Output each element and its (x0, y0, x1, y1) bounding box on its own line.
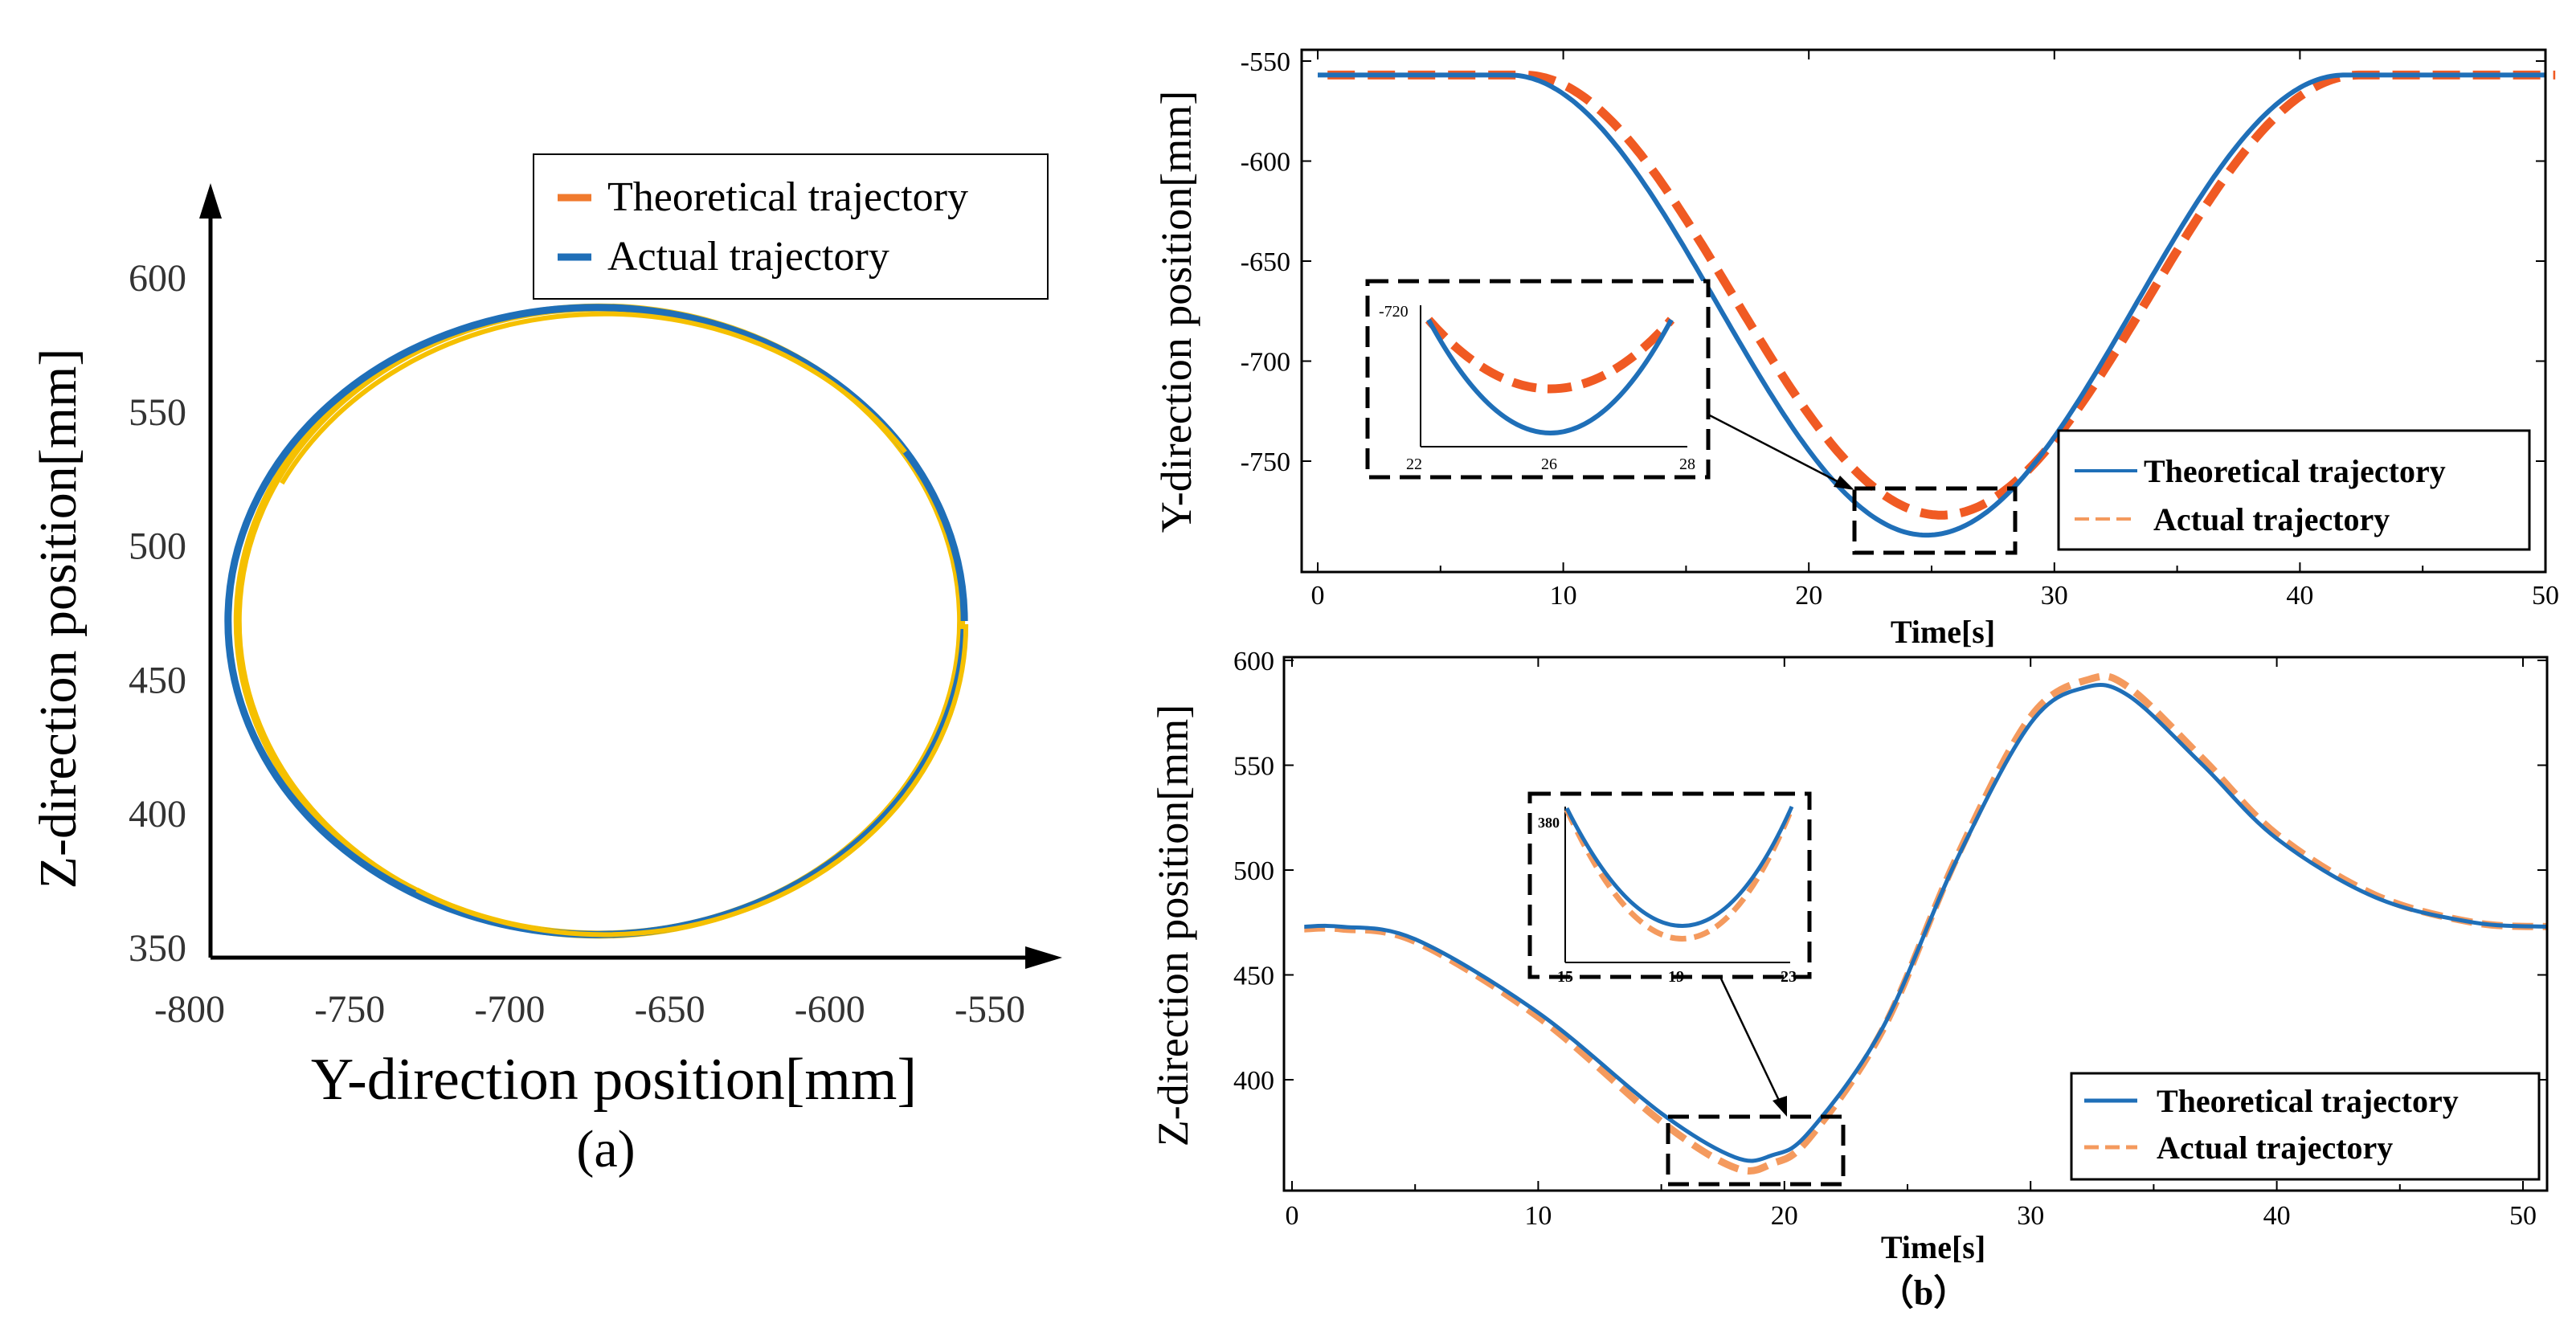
inset-bottom-xtick-0: 15 (1557, 968, 1573, 986)
panel-b-bottom-inset: 380 15 19 23 (1527, 791, 1812, 986)
panel-b-top-axes-box (1300, 48, 2547, 574)
inset-top-xtick-0: 22 (1406, 456, 1422, 473)
panel-b-bottom-xtick: 20 (1771, 1201, 1798, 1231)
series-actual-line (1327, 70, 2556, 520)
panel-b-top-zoom-arrow (1704, 411, 1849, 488)
legend-bt-theoretical-label: Theoretical trajectory (2144, 453, 2446, 489)
panel-b-top-xtick: 30 (2041, 581, 2068, 611)
legend-a-actual-label: Actual trajectory (607, 234, 889, 280)
panel-a-ytick: 350 (129, 927, 186, 970)
panel-a-xlabel: Y-direction position[mm] (311, 1047, 917, 1113)
panel-a-label: (a) (576, 1120, 635, 1179)
panel-a-legend: Theoretical trajectory Actual trajectory (533, 153, 1049, 300)
inset-top-theoretical-curve (1426, 318, 1674, 435)
panel-b-top-ylabel: Y-direction position[mm] (1152, 91, 1200, 533)
panel-a-xtick: -600 (795, 988, 865, 1031)
panel-b-bottom-xtick: 30 (2017, 1201, 2044, 1231)
panel-b-top-legend: Theoretical trajectory Actual trajectory (2057, 429, 2531, 551)
panel-b-top-xtick: 40 (2286, 581, 2313, 611)
panel-b-bottom-zoom-arrow (1718, 974, 1784, 1108)
panel-b-top-xtick: 0 (1311, 581, 1325, 611)
panel-a: -800 -750 -700 -650 -600 -550 350 400 450 500 550… (29, 153, 1062, 1179)
panel-b-bottom-zoom-arrowhead (1773, 1096, 1787, 1117)
panel-b-bottom-xtick: 50 (2509, 1201, 2537, 1231)
panel-a-y-arrowhead (199, 183, 222, 219)
panel-b-top-inset: -720 22 26 28 (1365, 279, 1711, 480)
inset-bottom-xtick-1: 19 (1668, 968, 1684, 986)
panel-b-top-zoom-arrowhead (1834, 476, 1854, 490)
inset-bottom-ytick: 380 (1538, 815, 1560, 831)
panel-b-top-ytick: -600 (1241, 148, 1290, 178)
panel-b-bottom-ytick: 500 (1233, 856, 1274, 886)
panel-a-ytick: 500 (129, 525, 186, 568)
panel-a-ytick: 550 (129, 391, 186, 434)
panel-b-bottom-xtick: 10 (1524, 1201, 1552, 1231)
panel-b-top-xtick: 50 (2532, 581, 2559, 611)
panel-b-bottom-ylabel: Z-direction position[mm] (1149, 705, 1197, 1146)
inset-top-xtick-1: 26 (1541, 456, 1557, 473)
series-theoretical-line (1318, 72, 2545, 538)
panel-b-bottom-xtick: 40 (2263, 1201, 2291, 1231)
panel-b-top: 0 10 20 30 40 50 -550 -600 -650 -700 -750 Time[s]… (1152, 47, 2559, 650)
panel-a-ylabel: Z-direction position[mm] (29, 349, 88, 889)
panel-b-bottom-xtick: 0 (1286, 1201, 1299, 1231)
inset-bottom-actual-curve (1564, 807, 1795, 942)
panel-a-ytick: 450 (129, 659, 186, 701)
panel-b-bottom-xlabel: Time[s] (1881, 1229, 1985, 1265)
inset-top-xtick-2: 28 (1679, 456, 1695, 473)
panel-a-x-arrowhead (1025, 946, 1062, 969)
inset-top-ytick: -720 (1379, 303, 1409, 321)
panel-b-top-xtick: 20 (1795, 581, 1822, 611)
inset-bottom-theoretical-curve (1564, 805, 1794, 928)
panel-b-bottom-ytick: 550 (1233, 752, 1274, 782)
series-theoretical-line (1304, 683, 2548, 1163)
panel-a-xtick: -550 (955, 988, 1025, 1031)
panel-a-ytick: 400 (129, 793, 186, 836)
panel-b-top-ytick: -700 (1241, 348, 1290, 378)
series-theoretical-overlay (239, 311, 969, 938)
panel-b-bottom-legend: Theoretical trajectory Actual trajectory (2070, 1072, 2541, 1181)
panel-b-bottom-axes-box (1282, 656, 2549, 1192)
panel-a-xtick: -800 (154, 988, 225, 1031)
panel-b-bottom-zoom-box (1666, 1114, 1846, 1187)
panel-b-top-ytick: -750 (1241, 447, 1290, 477)
panel-a-ytick: 600 (129, 257, 186, 300)
panel-b-bottom-label: （b） (1879, 1273, 1969, 1313)
panel-b-bottom-ytick: 600 (1233, 647, 1274, 676)
panel-a-xtick: -700 (474, 988, 545, 1031)
panel-a-xtick: -750 (314, 988, 385, 1031)
panel-b-top-ytick: -550 (1241, 47, 1290, 77)
legend-bb-actual-label: Actual trajectory (2157, 1130, 2393, 1166)
legend-a-theoretical-label: Theoretical trajectory (607, 174, 968, 220)
panel-b-bottom-ytick: 400 (1233, 1066, 1274, 1096)
panel-b-top-xlabel: Time[s] (1891, 614, 1995, 650)
panel-a-xtick: -650 (635, 988, 705, 1031)
panel-b-top-xtick: 10 (1550, 581, 1577, 611)
inset-top-actual-curve (1425, 317, 1675, 394)
panel-b-bottom-ytick: 450 (1233, 962, 1274, 991)
inset-bottom-xtick-2: 23 (1781, 968, 1797, 986)
panel-b-top-ytick: -650 (1241, 247, 1290, 277)
panel-b-top-zoom-box (1852, 486, 2018, 555)
legend-bb-theoretical-label: Theoretical trajectory (2157, 1083, 2459, 1119)
legend-bt-actual-label: Actual trajectory (2153, 501, 2390, 537)
